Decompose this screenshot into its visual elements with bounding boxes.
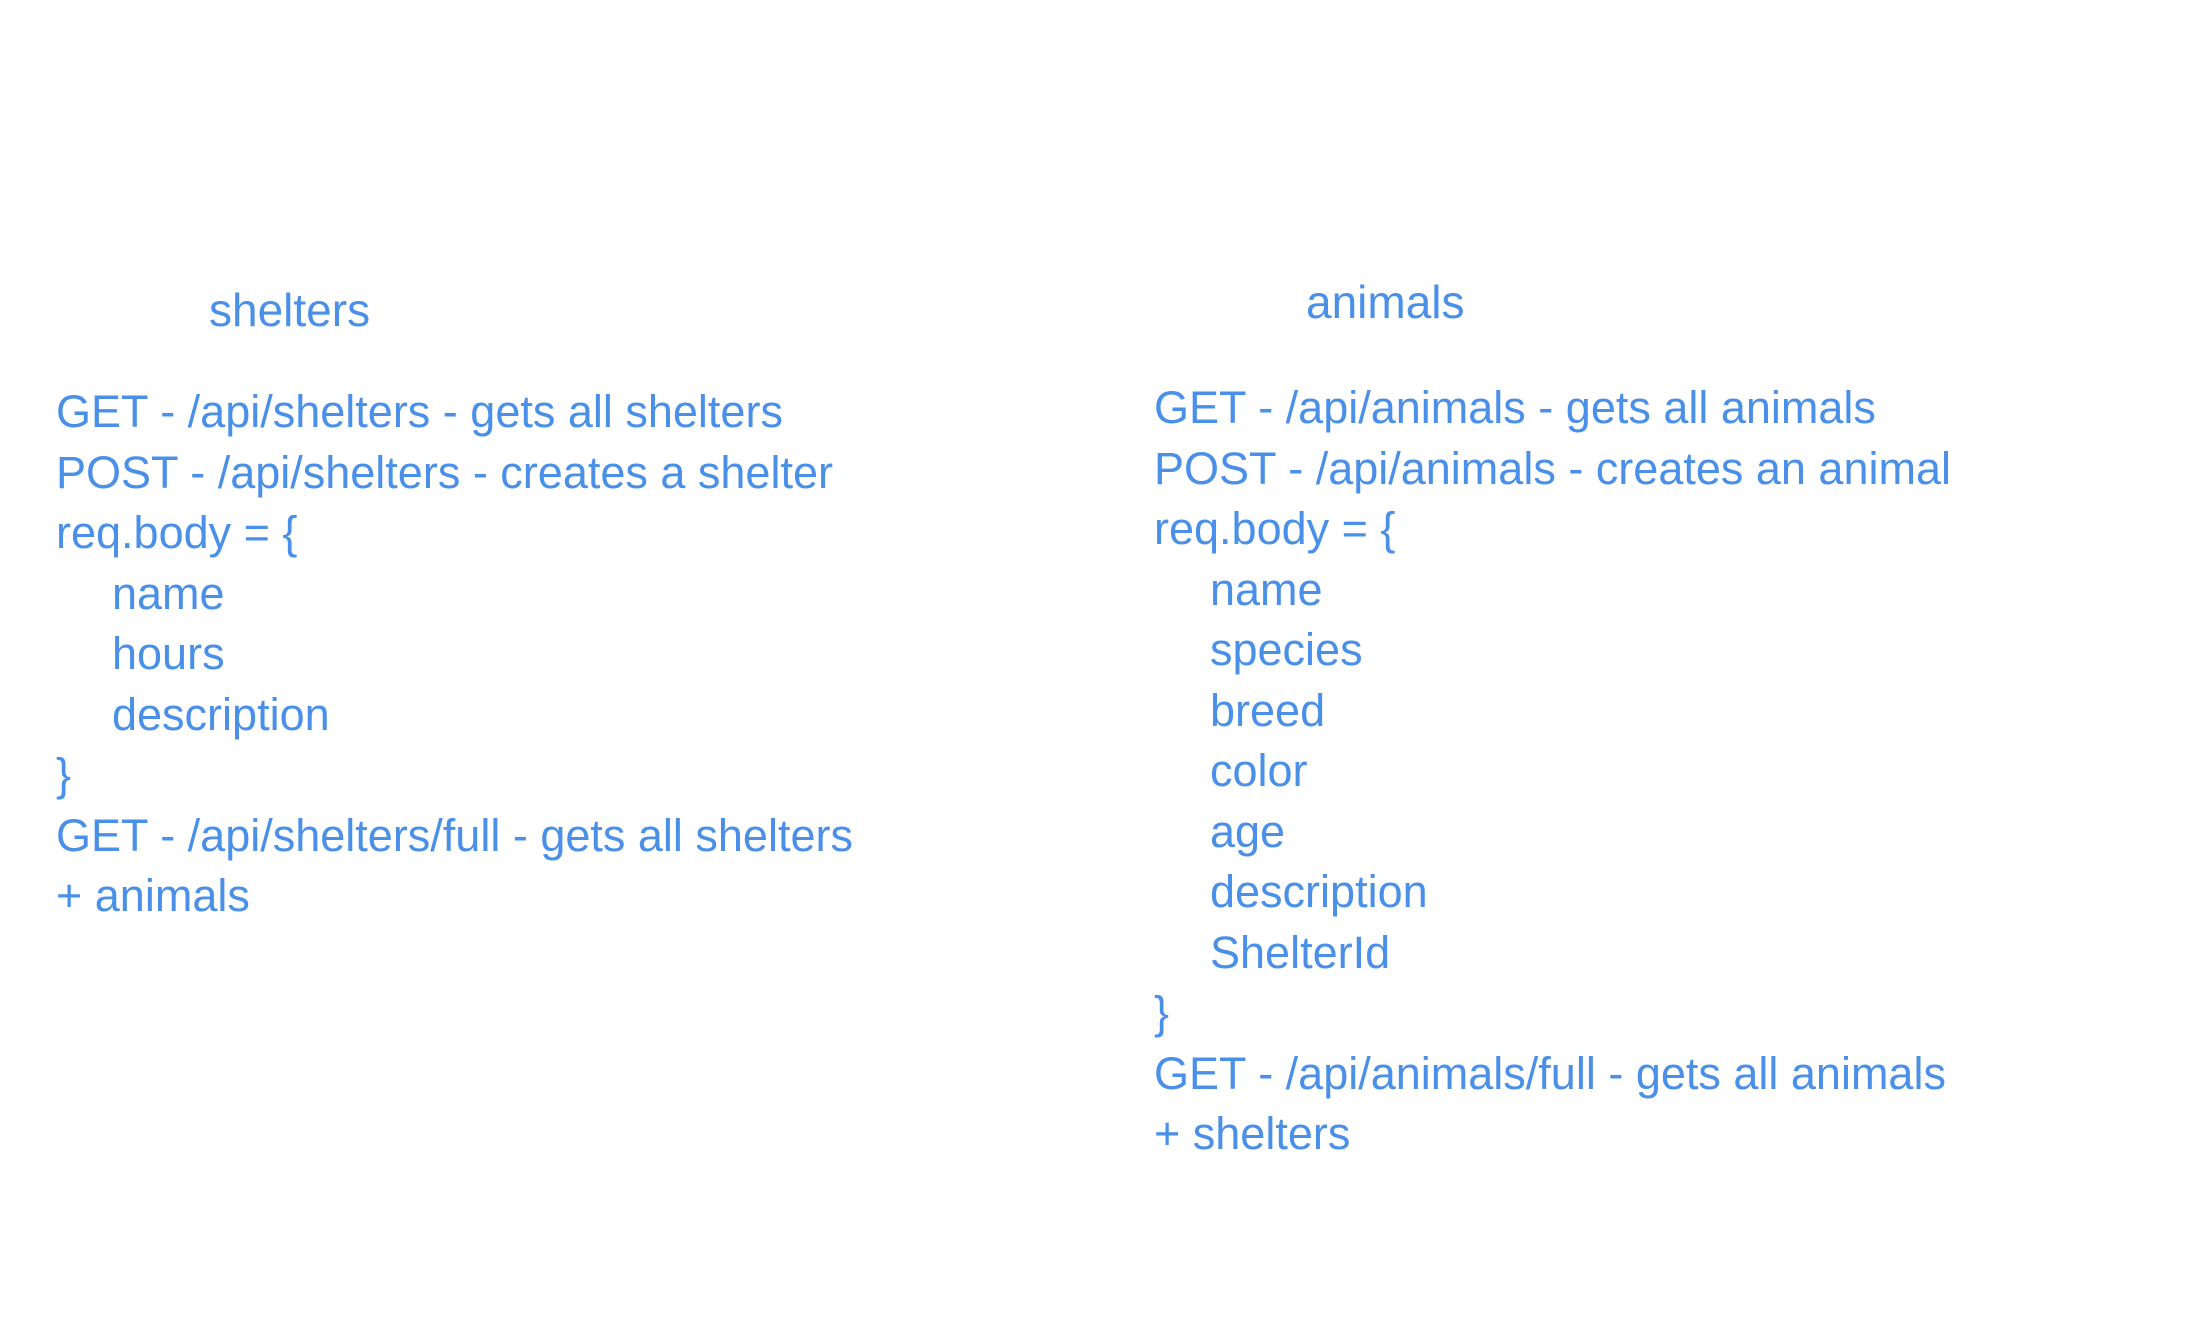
shelters-get-all-line: GET - /api/shelters - gets all shelters	[56, 386, 783, 437]
animals-field-color: color	[1210, 745, 1308, 796]
shelters-title: shelters	[209, 284, 371, 336]
animals-field-breed: breed	[1210, 684, 1326, 736]
animals-field-shelterid: ShelterId	[1210, 926, 1391, 978]
shelters-field-name: name	[112, 567, 225, 619]
animals-req-body-open: req.body = {	[1154, 503, 1396, 554]
animals-field-species: species	[1210, 624, 1363, 675]
animals-field-name: name	[1210, 563, 1323, 615]
animals-get-full-continuation: + shelters	[1154, 1108, 1351, 1159]
shelters-get-full-continuation: + animals	[56, 870, 250, 921]
animals-field-age: age	[1210, 805, 1286, 857]
animals-title: animals	[1306, 276, 1465, 328]
animals-column: animals GET - /api/animals - gets all an…	[1154, 272, 2154, 1165]
animals-get-all-line: GET - /api/animals - gets all animals	[1154, 382, 1876, 433]
animals-post-line: POST - /api/animals - creates an animal	[1154, 442, 1951, 494]
shelters-field-hours: hours	[112, 628, 225, 679]
animals-req-body-close: }	[1154, 987, 1170, 1038]
shelters-post-line: POST - /api/shelters - creates a shelter	[56, 446, 833, 498]
shelters-get-full-line: GET - /api/shelters/full - gets all shel…	[56, 809, 853, 861]
shelters-req-body-open: req.body = {	[56, 507, 298, 558]
shelters-column: shelters GET - /api/shelters - gets all …	[56, 280, 1056, 927]
animals-field-description: description	[1210, 866, 1428, 917]
shelters-field-description: description	[112, 688, 330, 740]
shelters-req-body-close: }	[56, 749, 72, 800]
animals-get-full-line: GET - /api/animals/full - gets all anima…	[1154, 1047, 1946, 1099]
